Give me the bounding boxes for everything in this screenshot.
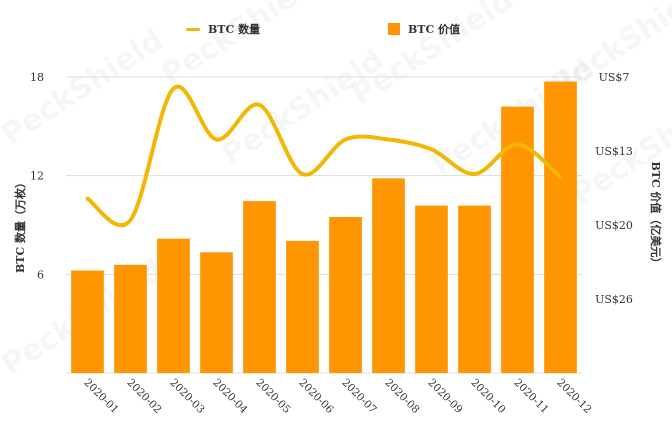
bar — [114, 264, 147, 373]
x-tick-label: 2020-06 — [296, 377, 336, 417]
x-tick-label: 2020-10 — [468, 377, 507, 416]
y-tick-label: 12 — [30, 170, 44, 183]
x-tick-label: 2020-02 — [124, 377, 163, 416]
bar — [372, 178, 405, 373]
series-line — [85, 84, 563, 228]
line-swatch — [186, 27, 200, 31]
x-tick-label: 2020-08 — [382, 377, 421, 416]
bar — [200, 252, 233, 373]
legend-item-line[interactable]: BTC 数量 — [186, 17, 260, 41]
legend-bar-label: BTC 价值 — [408, 23, 461, 36]
x-tick-label: 2020-12 — [554, 377, 593, 416]
y-tick-label: 18 — [30, 71, 44, 84]
x-tick-label: 2020-03 — [167, 377, 206, 416]
legend-line-label: BTC 数量 — [208, 23, 261, 36]
bar — [157, 238, 190, 373]
bar-swatch — [388, 23, 400, 35]
bar — [71, 270, 104, 373]
y2-tick-label: US$13 — [595, 145, 633, 158]
x-tick-label: 2020-09 — [425, 377, 464, 416]
y-axis-title: BTC 数量（万枚） — [13, 177, 27, 273]
y2-tick-label: US$7 — [599, 71, 630, 84]
bar — [286, 240, 319, 373]
y2-tick-label: US$26 — [595, 293, 633, 306]
legend-item-bar[interactable]: BTC 价值 — [388, 17, 460, 41]
x-tick-label: 2020-11 — [511, 377, 550, 416]
bar — [415, 205, 448, 373]
y2-axis-title: BTC 价值（亿美元） — [649, 161, 663, 268]
x-tick-label: 2020-01 — [81, 377, 120, 416]
y-tick-label: 6 — [37, 268, 44, 281]
bar — [458, 205, 491, 373]
bar — [243, 201, 276, 373]
x-tick-label: 2020-04 — [210, 377, 250, 417]
bar — [544, 81, 577, 374]
y2-tick-label: US$20 — [595, 219, 633, 232]
x-tick-label: 2020-05 — [253, 377, 292, 416]
x-tick-label: 2020-07 — [339, 377, 378, 416]
bar — [329, 217, 362, 373]
